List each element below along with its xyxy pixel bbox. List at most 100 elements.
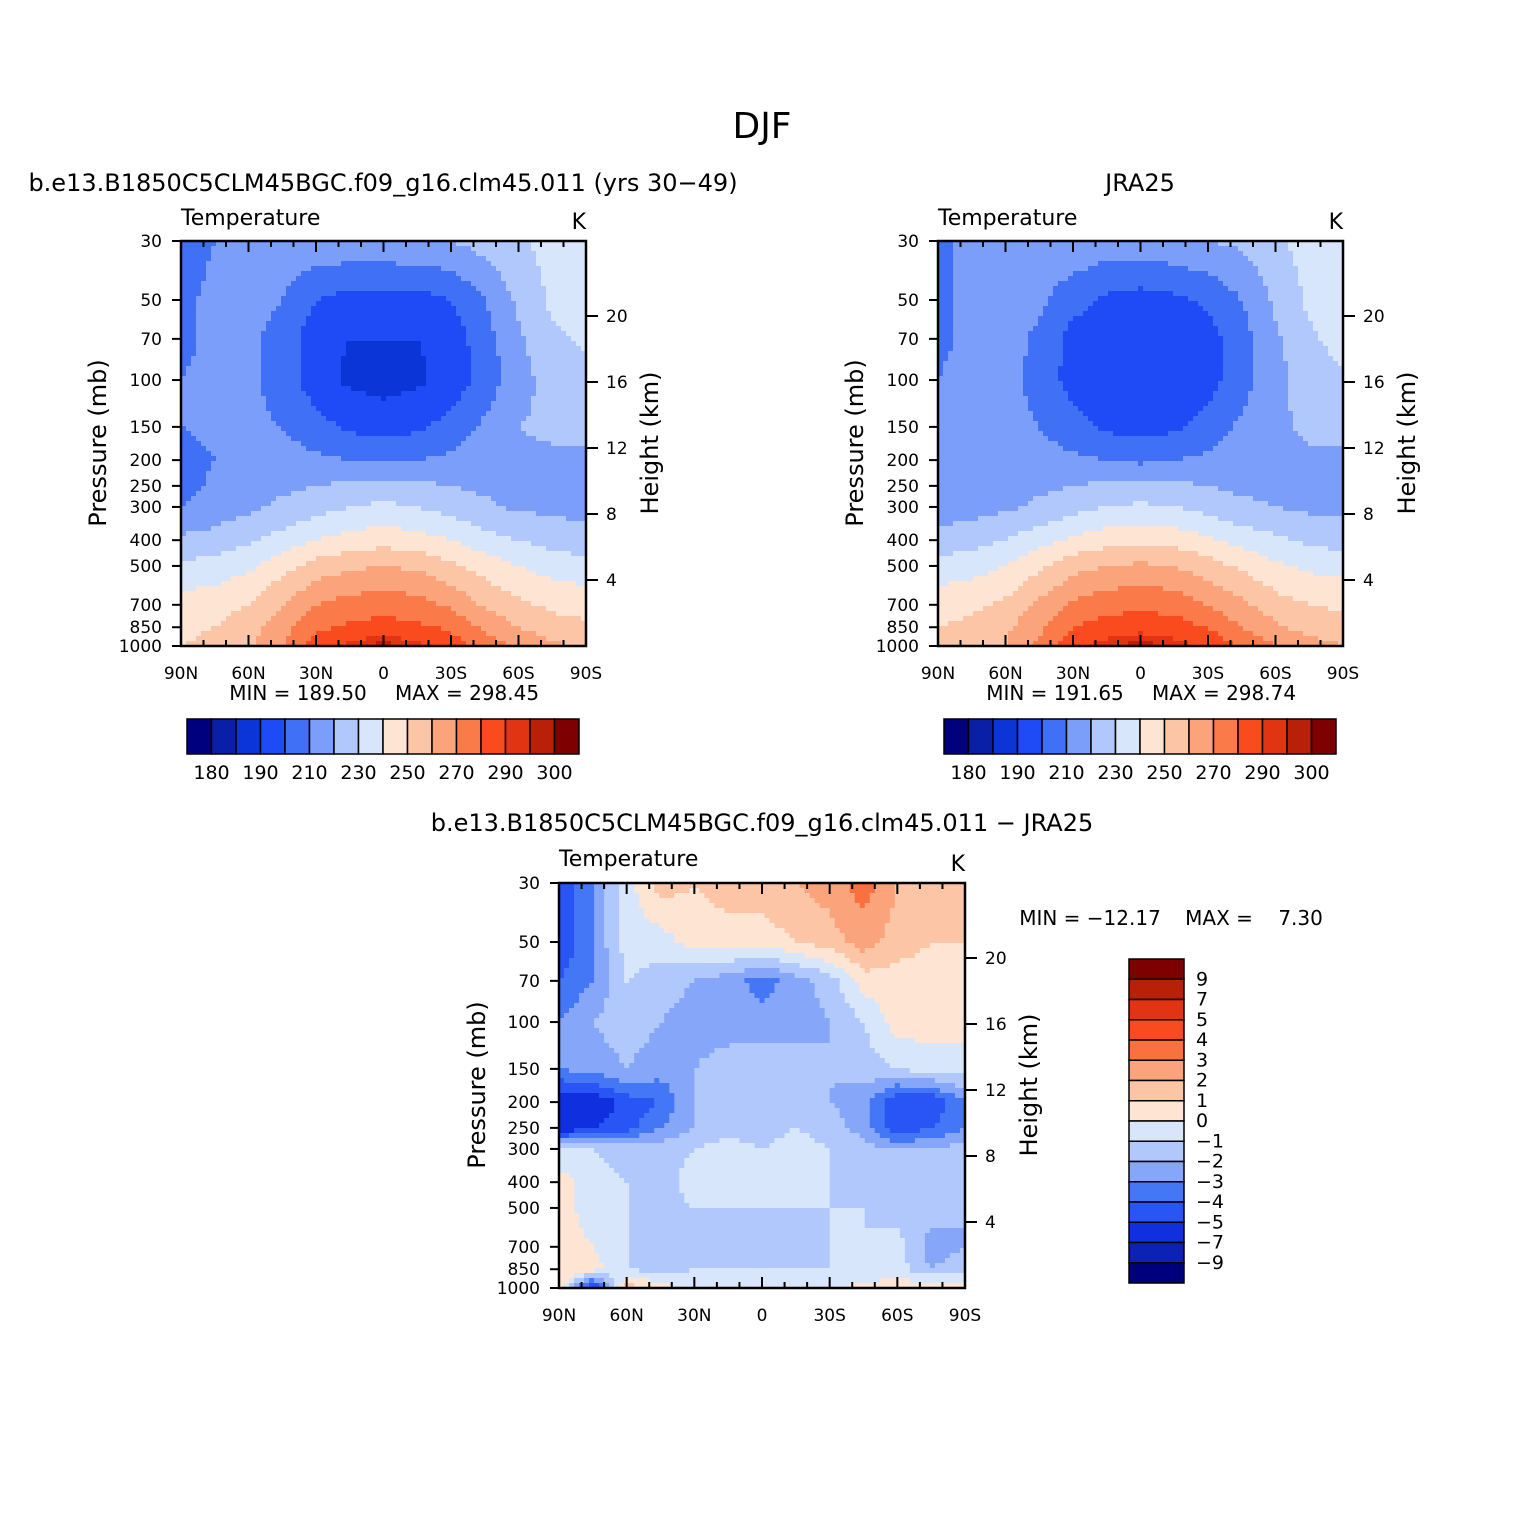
field-cell [551,321,557,327]
field-cell [366,536,372,542]
field-cell [301,291,307,297]
field-cell [486,336,492,342]
field-cell [501,316,507,322]
field-cell [311,301,317,307]
field-cell [291,451,297,457]
field-cell [386,396,392,402]
field-cell [551,456,557,462]
field-cell [486,366,492,372]
field-cell [331,456,337,462]
field-cell [511,521,517,527]
field-cell [481,251,487,257]
field-cell [266,421,272,427]
field-cell [546,361,552,367]
field-cell [416,366,422,372]
field-cell [186,301,192,307]
field-cell [456,476,462,482]
field-cell [211,256,217,262]
field-cell [496,451,502,457]
field-cell [491,461,497,467]
field-cell [446,471,452,477]
field-cell [311,366,317,372]
field-cell [526,501,532,507]
field-cell [426,466,432,472]
field-cell [441,396,447,402]
field-cell [341,486,347,492]
field-cell [286,496,292,502]
field-cell [551,271,557,277]
field-cell [361,491,367,497]
field-cell [191,486,197,492]
field-cell [401,366,407,372]
field-cell [311,371,317,377]
field-cell [541,426,547,432]
field-cell [206,331,212,337]
field-cell [431,511,437,517]
field-cell [556,461,562,467]
field-cell [286,281,292,287]
field-cell [301,246,307,252]
field-cell [396,356,402,362]
field-cell [196,331,202,337]
field-cell [521,411,527,417]
field-cell [251,441,257,447]
field-cell [406,336,412,342]
field-cell [356,356,362,362]
field-cell [511,451,517,457]
field-cell [576,271,582,277]
field-cell [386,536,392,542]
field-cell [566,486,572,492]
field-cell [441,461,447,467]
field-cell [296,271,302,277]
field-cell [241,491,247,497]
field-cell [231,451,237,457]
field-cell [251,356,257,362]
field-cell [226,476,232,482]
field-cell [201,456,207,462]
field-cell [456,496,462,502]
field-cell [251,541,257,547]
field-cell [236,536,242,542]
field-cell [351,276,357,282]
field-cell [456,361,462,367]
field-cell [411,441,417,447]
field-cell [411,521,417,527]
field-cell [381,361,387,367]
field-cell [421,366,427,372]
field-cell [376,331,382,337]
field-cell [216,356,222,362]
field-cell [526,451,532,457]
field-cell [336,256,342,262]
field-cell [276,391,282,397]
field-cell [386,411,392,417]
field-cell [396,521,402,527]
field-cell [436,356,442,362]
field-cell [231,341,237,347]
field-cell [341,246,347,252]
field-cell [326,306,332,312]
field-cell [321,286,327,292]
field-cell [356,436,362,442]
field-cell [341,281,347,287]
field-cell [571,321,577,327]
field-cell [346,321,352,327]
field-cell [451,541,457,547]
field-cell [531,286,537,292]
field-cell [371,456,377,462]
field-cell [266,321,272,327]
field-cell [276,486,282,492]
field-cell [526,456,532,462]
field-cell [286,246,292,252]
field-cell [266,306,272,312]
field-cell [521,386,527,392]
field-cell [301,256,307,262]
field-cell [241,451,247,457]
field-cell [386,501,392,507]
field-cell [551,391,557,397]
field-cell [481,431,487,437]
field-cell [486,276,492,282]
field-cell [231,401,237,407]
field-cell [316,481,322,487]
field-cell [531,376,537,382]
field-cell [221,426,227,432]
